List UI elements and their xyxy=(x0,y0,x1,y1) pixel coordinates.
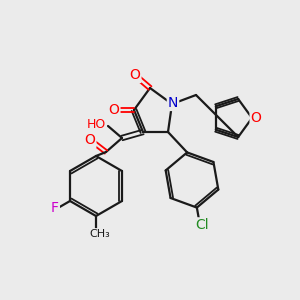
Text: F: F xyxy=(51,201,59,215)
Text: Cl: Cl xyxy=(195,218,208,232)
Text: CH₃: CH₃ xyxy=(90,229,110,239)
Text: O: O xyxy=(130,68,140,82)
Text: O: O xyxy=(250,111,261,125)
Text: O: O xyxy=(85,133,95,147)
Text: N: N xyxy=(168,96,178,110)
Text: HO: HO xyxy=(87,118,106,130)
Text: O: O xyxy=(109,103,119,117)
